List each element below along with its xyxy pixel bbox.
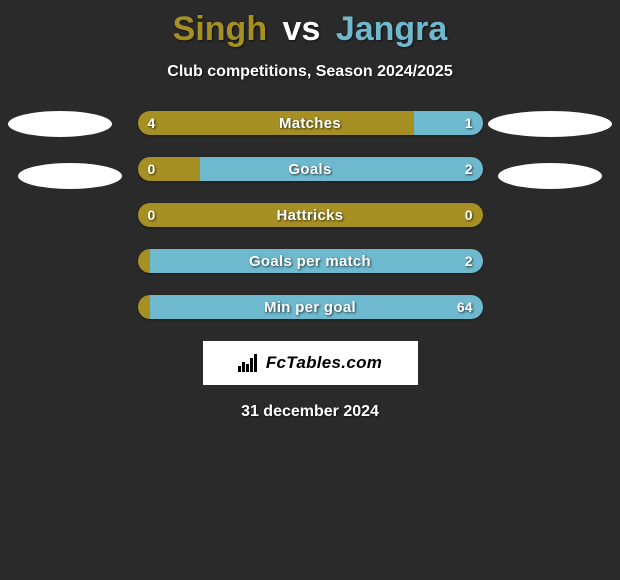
player1-name: Singh bbox=[173, 10, 267, 48]
vs-text: vs bbox=[283, 10, 321, 48]
stat-bar-goals: Goals0 2 bbox=[138, 157, 483, 181]
stat-bar-goals-per-match: Goals per match2 bbox=[138, 249, 483, 273]
bar-value-right: 2 bbox=[455, 157, 483, 181]
bar-label: Goals bbox=[138, 157, 483, 181]
bar-value-left: 0 bbox=[138, 157, 166, 181]
bar-value-right: 1 bbox=[455, 111, 483, 135]
subtitle: Club competitions, Season 2024/2025 bbox=[0, 63, 620, 81]
flag-ellipse-3 bbox=[498, 163, 602, 189]
bar-value-left: 4 bbox=[138, 111, 166, 135]
comparison-title: Singh vs Jangra bbox=[0, 0, 620, 49]
flag-ellipse-1 bbox=[488, 111, 612, 137]
flag-ellipse-2 bbox=[18, 163, 122, 189]
bar-label: Matches bbox=[138, 111, 483, 135]
bar-value-left: 0 bbox=[138, 203, 166, 227]
watermark-text: FcTables.com bbox=[266, 353, 382, 373]
bar-label: Hattricks bbox=[138, 203, 483, 227]
bar-value-right: 0 bbox=[455, 203, 483, 227]
bar-label: Min per goal bbox=[138, 295, 483, 319]
stat-bar-min-per-goal: Min per goal64 bbox=[138, 295, 483, 319]
player2-name: Jangra bbox=[336, 10, 448, 48]
stat-bars-area: Matches41Goals02Hattricks00Goals per mat… bbox=[0, 111, 620, 319]
bar-value-right: 64 bbox=[447, 295, 483, 319]
watermark: FcTables.com bbox=[203, 341, 418, 385]
bar-label: Goals per match bbox=[138, 249, 483, 273]
flag-ellipse-0 bbox=[8, 111, 112, 137]
bar-value-right: 2 bbox=[455, 249, 483, 273]
stat-bar-hattricks: Hattricks0 0 bbox=[138, 203, 483, 227]
chart-bars-icon bbox=[238, 354, 260, 372]
date-line: 31 december 2024 bbox=[0, 403, 620, 421]
stat-bar-matches: Matches4 1 bbox=[138, 111, 483, 135]
